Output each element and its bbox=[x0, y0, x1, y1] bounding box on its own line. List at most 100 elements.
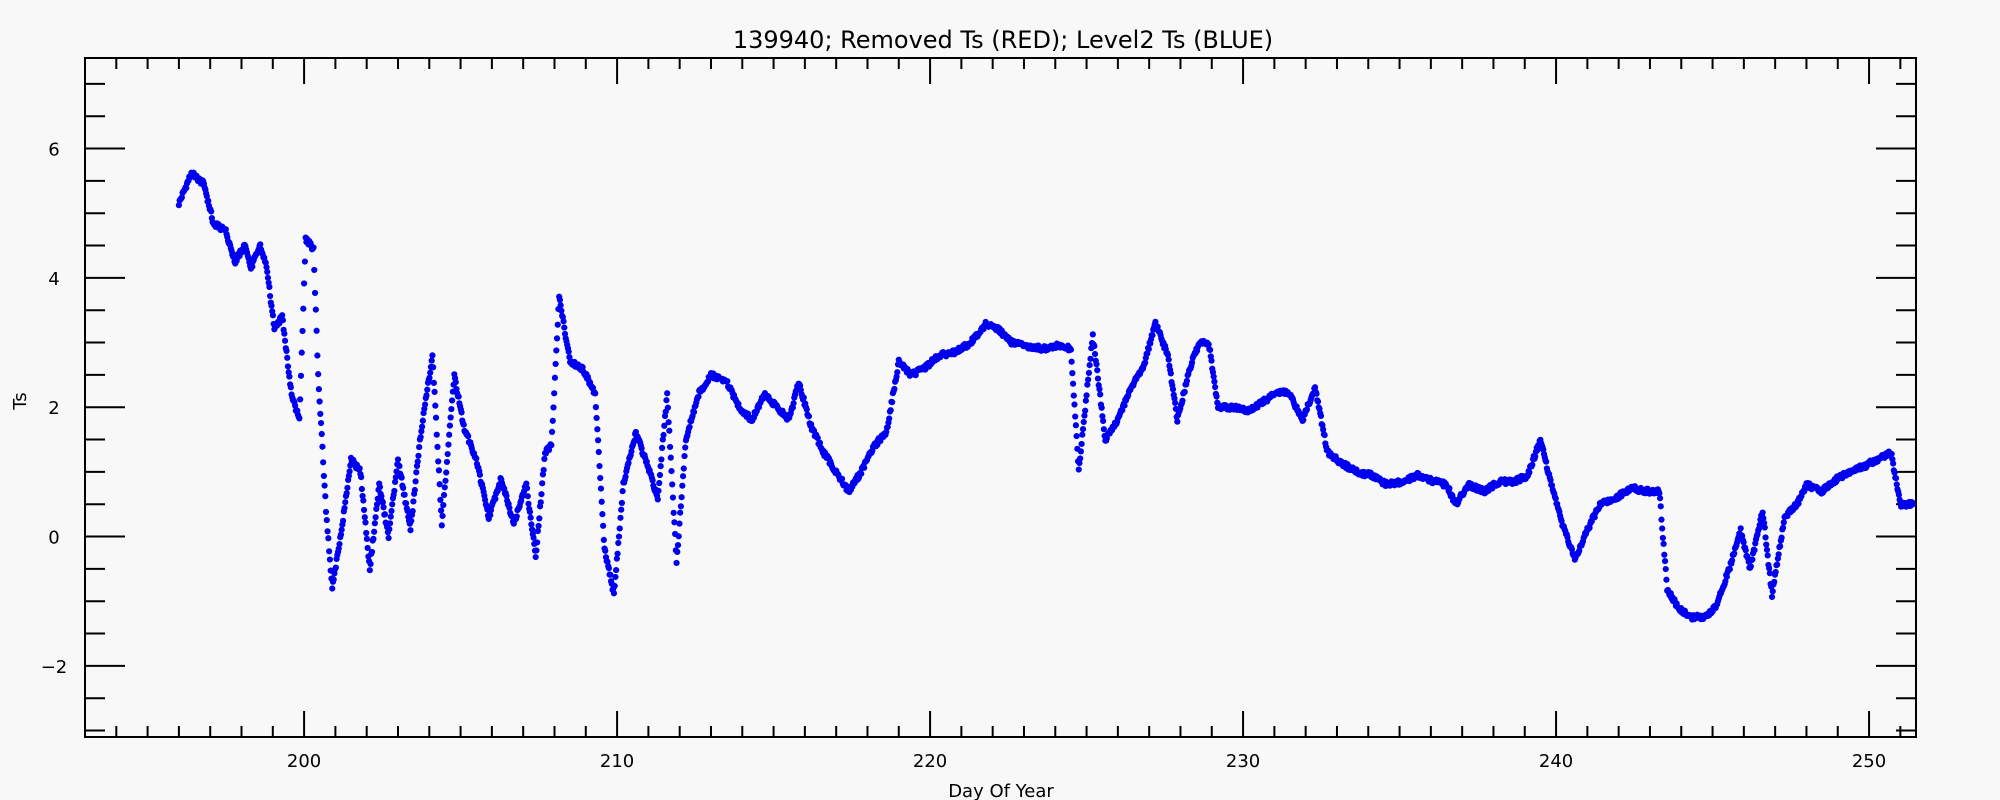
data-point bbox=[1079, 431, 1086, 438]
data-point bbox=[381, 511, 389, 518]
data-point bbox=[1181, 388, 1188, 395]
data-point bbox=[661, 422, 668, 429]
data-point bbox=[525, 500, 532, 507]
data-point bbox=[1768, 593, 1776, 601]
data-point bbox=[526, 508, 534, 516]
data-point bbox=[1660, 540, 1667, 547]
data-point bbox=[322, 493, 329, 500]
data-point bbox=[342, 499, 349, 506]
data-point bbox=[447, 414, 454, 421]
data-point bbox=[790, 400, 797, 407]
data-point bbox=[1179, 397, 1186, 404]
data-point bbox=[1543, 458, 1550, 465]
data-point bbox=[861, 464, 868, 471]
data-point bbox=[553, 347, 560, 354]
data-point bbox=[398, 474, 405, 481]
data-point bbox=[551, 374, 559, 381]
data-point bbox=[677, 503, 684, 510]
data-point bbox=[1749, 556, 1756, 563]
data-point bbox=[686, 423, 693, 431]
data-point bbox=[548, 442, 555, 449]
data-point bbox=[411, 486, 418, 494]
data-point bbox=[682, 444, 689, 451]
data-point bbox=[366, 567, 373, 574]
data-point bbox=[628, 448, 635, 455]
x-tick-label: 220 bbox=[913, 751, 947, 772]
data-point bbox=[891, 385, 898, 393]
data-point bbox=[1663, 576, 1670, 583]
data-point bbox=[549, 417, 556, 424]
data-point bbox=[674, 548, 681, 555]
data-point bbox=[1760, 519, 1768, 527]
data-point bbox=[263, 264, 270, 271]
data-point bbox=[665, 419, 672, 426]
data-point bbox=[362, 519, 369, 526]
data-point bbox=[419, 423, 426, 430]
data-point bbox=[312, 306, 319, 313]
data-point bbox=[664, 390, 671, 397]
data-point bbox=[1211, 378, 1218, 385]
data-point bbox=[537, 499, 544, 506]
data-point bbox=[1076, 459, 1083, 467]
data-point bbox=[1740, 539, 1747, 546]
data-point bbox=[408, 517, 415, 525]
data-point bbox=[427, 369, 434, 376]
data-point bbox=[1080, 418, 1087, 426]
data-point bbox=[364, 544, 371, 552]
data-point bbox=[625, 459, 632, 467]
data-point bbox=[667, 454, 674, 461]
data-point bbox=[413, 469, 420, 476]
data-point bbox=[558, 307, 565, 314]
data-point bbox=[598, 498, 605, 505]
data-point bbox=[1742, 547, 1749, 554]
y-tick-label: 4 bbox=[48, 269, 59, 290]
y-tick-label: 2 bbox=[48, 398, 59, 419]
data-point bbox=[1078, 440, 1085, 448]
data-point bbox=[552, 360, 559, 368]
data-point bbox=[268, 302, 275, 309]
data-point bbox=[443, 469, 450, 476]
data-point bbox=[283, 347, 290, 354]
data-point bbox=[326, 556, 334, 563]
data-point bbox=[1079, 425, 1087, 433]
data-point bbox=[415, 452, 422, 459]
data-point bbox=[1552, 495, 1559, 502]
data-point bbox=[1097, 391, 1104, 398]
data-point bbox=[556, 296, 564, 304]
chart-title: 139940; Removed Ts (RED); Level2 Ts (BLU… bbox=[733, 26, 1273, 54]
data-point bbox=[314, 352, 321, 359]
data-point bbox=[389, 501, 396, 508]
data-point bbox=[371, 528, 378, 535]
data-point bbox=[436, 481, 443, 488]
data-point bbox=[379, 499, 386, 506]
data-point bbox=[1772, 568, 1779, 576]
data-point bbox=[1093, 361, 1100, 368]
data-point bbox=[1764, 552, 1771, 559]
data-point bbox=[617, 514, 624, 521]
x-axis-label: Day Of Year bbox=[948, 781, 1054, 800]
data-point bbox=[455, 393, 462, 400]
data-point bbox=[1208, 357, 1215, 364]
data-point bbox=[597, 474, 604, 482]
data-point bbox=[1661, 551, 1668, 558]
data-point bbox=[1759, 509, 1766, 516]
x-tick-label: 200 bbox=[287, 751, 321, 772]
data-point bbox=[356, 465, 363, 472]
data-point bbox=[318, 430, 325, 438]
data-point bbox=[284, 354, 291, 361]
data-point bbox=[300, 280, 308, 287]
data-point bbox=[532, 553, 539, 561]
data-point bbox=[1188, 359, 1196, 366]
data-point bbox=[858, 470, 865, 477]
data-point bbox=[1766, 570, 1773, 577]
data-point bbox=[1656, 495, 1664, 502]
data-point bbox=[1081, 412, 1088, 419]
data-point bbox=[298, 349, 305, 356]
data-point bbox=[1760, 515, 1767, 522]
data-point bbox=[449, 397, 456, 404]
data-point bbox=[615, 533, 623, 540]
data-point bbox=[513, 513, 520, 520]
data-point bbox=[554, 321, 561, 328]
points-layer bbox=[175, 169, 1916, 623]
